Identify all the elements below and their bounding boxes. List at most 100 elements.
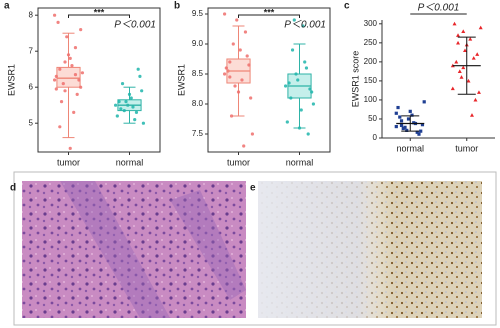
panel-label: e	[250, 183, 256, 194]
point	[422, 100, 426, 104]
point	[119, 107, 123, 111]
point	[473, 97, 478, 102]
point	[292, 18, 296, 22]
point	[299, 108, 303, 112]
point	[399, 119, 404, 123]
point	[410, 113, 414, 117]
point	[136, 67, 140, 71]
y-tick-label: 250	[364, 38, 378, 47]
point	[58, 125, 62, 129]
he-region	[60, 181, 246, 318]
point	[290, 48, 295, 52]
x-tick-label: normal	[286, 157, 314, 167]
point	[476, 90, 481, 94]
point	[224, 66, 228, 70]
point	[124, 100, 128, 104]
point	[122, 109, 126, 113]
point	[250, 132, 255, 136]
y-axis-label: EWSR1	[176, 64, 186, 96]
y-tick-label: 50	[368, 114, 377, 123]
point	[289, 96, 293, 100]
point	[306, 132, 310, 136]
point	[450, 86, 455, 91]
point	[115, 114, 119, 118]
point	[222, 12, 227, 16]
point	[406, 117, 411, 121]
point	[415, 130, 419, 134]
plot-frame	[207, 7, 331, 153]
point	[412, 121, 416, 125]
significance-bracket	[68, 14, 130, 18]
ihc-stroma	[258, 181, 482, 318]
point	[417, 132, 421, 136]
y-tick-label: 5	[29, 118, 34, 127]
point	[231, 42, 235, 46]
point	[463, 48, 468, 53]
point	[403, 125, 407, 129]
point	[129, 96, 133, 100]
x-tick-label: normal	[116, 157, 144, 167]
point	[247, 63, 251, 67]
point	[229, 114, 234, 118]
point	[398, 115, 402, 119]
point	[117, 100, 121, 104]
point	[54, 87, 58, 91]
point	[240, 78, 244, 82]
point	[120, 82, 125, 86]
point	[52, 78, 57, 82]
point	[396, 105, 400, 110]
y-axis-label: EWSR1 score	[350, 51, 360, 108]
point	[466, 78, 471, 83]
point	[228, 75, 232, 79]
point	[471, 56, 476, 60]
y-tick-label: 7	[29, 46, 34, 55]
point	[242, 144, 246, 148]
point	[310, 90, 314, 94]
image-frame	[13, 171, 497, 326]
x-tick-label: tumor	[227, 157, 250, 167]
point	[461, 29, 466, 34]
p-value: P＜0.001	[284, 20, 326, 31]
point	[65, 35, 69, 39]
point	[468, 37, 473, 41]
y-tick-label: 9.5	[192, 9, 204, 18]
point	[457, 69, 462, 73]
y-tick-label: 7.5	[192, 129, 204, 138]
point	[419, 129, 423, 133]
point	[420, 123, 425, 127]
point	[56, 20, 60, 24]
point	[452, 21, 457, 26]
point	[454, 59, 459, 64]
point	[235, 18, 239, 22]
point	[296, 78, 300, 82]
point	[134, 110, 139, 114]
point	[59, 100, 64, 104]
y-tick-label: 300	[364, 19, 378, 28]
y-tick-label: 8	[29, 10, 34, 19]
point	[401, 126, 405, 131]
y-tick-label: 0	[373, 133, 378, 142]
point	[79, 85, 83, 89]
point	[127, 92, 132, 96]
panel-label: a	[4, 1, 10, 12]
point	[133, 118, 137, 122]
point	[236, 90, 241, 94]
point	[394, 111, 398, 115]
significance-bracket	[238, 14, 300, 18]
point	[73, 46, 78, 50]
point	[399, 123, 404, 128]
plot-frame	[37, 7, 161, 153]
point	[461, 65, 466, 70]
point	[73, 73, 78, 77]
point	[72, 110, 76, 114]
point	[303, 60, 307, 64]
point	[478, 25, 483, 30]
point	[294, 72, 298, 76]
point	[394, 124, 398, 129]
point	[66, 53, 71, 57]
point	[68, 146, 72, 150]
point	[58, 67, 62, 71]
point	[408, 109, 412, 113]
point	[283, 84, 288, 88]
